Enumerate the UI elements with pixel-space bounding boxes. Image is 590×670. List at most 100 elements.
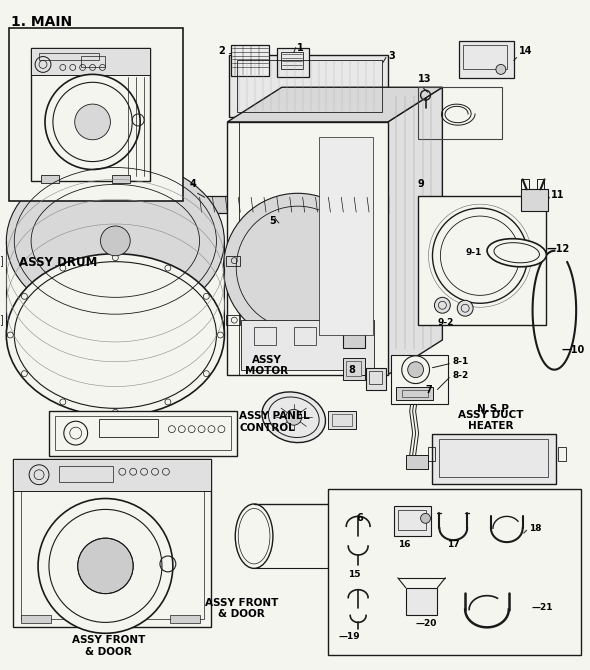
Text: ASSY FRONT
& DOOR: ASSY FRONT & DOOR (72, 635, 145, 657)
Circle shape (286, 409, 301, 425)
Bar (440, 439, 549, 477)
Text: 14: 14 (519, 46, 532, 56)
Bar (241, 320, 374, 370)
Circle shape (100, 226, 130, 256)
Bar (112, 176, 130, 184)
Text: 13: 13 (418, 74, 431, 84)
Bar (49, 411, 237, 456)
Polygon shape (388, 87, 442, 375)
Bar (281, 52, 303, 70)
Bar (463, 45, 507, 70)
Bar (99, 419, 158, 437)
Bar (406, 588, 437, 616)
Circle shape (457, 300, 473, 316)
Bar (231, 45, 269, 76)
Text: ASSY DRUM: ASSY DRUM (19, 256, 97, 269)
Bar (369, 371, 382, 383)
Text: —21: —21 (532, 603, 553, 612)
Text: —20: —20 (415, 620, 437, 628)
Bar (521, 190, 549, 211)
Bar (343, 320, 365, 348)
Bar (428, 447, 435, 461)
Circle shape (434, 297, 450, 313)
Circle shape (78, 538, 133, 594)
Circle shape (496, 64, 506, 74)
Bar (418, 87, 502, 139)
Bar (536, 180, 545, 190)
Text: —19: —19 (338, 632, 360, 641)
Polygon shape (150, 33, 170, 176)
Text: 15: 15 (348, 570, 360, 579)
Bar (21, 616, 51, 623)
Text: ASSY PANEL
CONTROL: ASSY PANEL CONTROL (239, 411, 310, 433)
Bar (277, 48, 309, 77)
Bar (332, 414, 352, 426)
Ellipse shape (335, 504, 372, 568)
Text: 3: 3 (388, 50, 395, 60)
Text: —10: —10 (561, 345, 585, 355)
Bar (0, 315, 2, 325)
Text: ASSY FRONT
& DOOR: ASSY FRONT & DOOR (205, 598, 278, 619)
Text: N.S.P: N.S.P (477, 404, 509, 414)
Text: 4: 4 (189, 180, 196, 190)
Ellipse shape (262, 392, 326, 443)
Bar (227, 122, 388, 375)
Bar (402, 389, 428, 397)
Bar (9, 27, 183, 201)
Bar (329, 488, 581, 655)
Text: 8-1: 8-1 (453, 357, 468, 366)
Bar (31, 48, 150, 75)
Bar (398, 511, 425, 530)
Polygon shape (227, 87, 442, 122)
Text: 9-1: 9-1 (465, 249, 481, 257)
Ellipse shape (6, 254, 224, 416)
Circle shape (45, 74, 140, 170)
Text: 7: 7 (425, 385, 432, 395)
Bar (346, 360, 361, 376)
Polygon shape (195, 196, 388, 213)
Text: 9-2: 9-2 (437, 318, 454, 327)
Polygon shape (31, 33, 170, 48)
Bar (0, 256, 2, 265)
Text: 2: 2 (218, 46, 225, 56)
Text: 11: 11 (552, 190, 565, 200)
Circle shape (224, 193, 372, 342)
Text: 8: 8 (348, 364, 355, 375)
Text: —12: —12 (546, 244, 570, 254)
Bar (254, 327, 276, 345)
Ellipse shape (487, 239, 546, 267)
Bar (21, 467, 204, 620)
Bar (366, 368, 386, 389)
Bar (558, 447, 566, 461)
Text: 16: 16 (398, 540, 410, 549)
Text: ASSY DUCT
HEATER: ASSY DUCT HEATER (458, 409, 524, 431)
Text: 18: 18 (529, 524, 541, 533)
Circle shape (421, 513, 431, 523)
Bar (521, 180, 529, 190)
Bar (432, 434, 556, 484)
Ellipse shape (6, 159, 224, 322)
Bar (81, 56, 106, 68)
Ellipse shape (235, 504, 273, 568)
Bar (418, 196, 546, 325)
Bar (319, 137, 373, 335)
Bar (59, 466, 113, 482)
Text: 8-2: 8-2 (453, 371, 468, 380)
Bar (14, 459, 211, 627)
Circle shape (75, 104, 110, 140)
Bar (55, 416, 231, 450)
Bar (329, 411, 356, 429)
Circle shape (38, 498, 173, 633)
Text: ASSY
MOTOR: ASSY MOTOR (245, 355, 289, 377)
Text: 5: 5 (269, 216, 276, 226)
Polygon shape (230, 54, 388, 117)
Bar (14, 459, 211, 490)
Bar (394, 507, 431, 536)
Bar (406, 455, 428, 469)
Bar (227, 256, 240, 265)
Bar (41, 176, 59, 184)
Text: 1: 1 (297, 43, 303, 53)
Circle shape (402, 356, 430, 383)
Bar (391, 355, 448, 405)
Circle shape (408, 362, 424, 378)
